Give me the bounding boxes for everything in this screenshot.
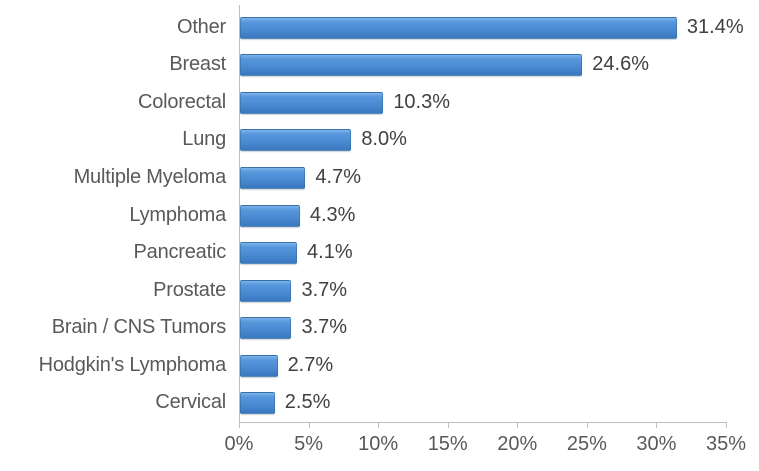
x-tick-label-2: 10% <box>358 433 399 455</box>
x-tick-label-0: 0% <box>224 433 254 455</box>
bar-other <box>240 16 677 39</box>
x-tick-mark-5 <box>586 422 588 428</box>
bar-pancreatic <box>240 242 298 265</box>
x-tick-label-6: 30% <box>636 433 677 455</box>
x-tick-mark-1 <box>308 422 310 428</box>
value-label-prostate: 3.7% <box>301 278 348 301</box>
chart-row-hodgkin-s-lymphoma: Hodgkin's Lymphoma 2.7% <box>0 347 759 385</box>
category-label-lymphoma: Lymphoma <box>129 203 226 226</box>
bar-multiple-myeloma <box>240 166 306 189</box>
x-tick-mark-3 <box>447 422 449 428</box>
category-label-colorectal: Colorectal <box>137 90 226 113</box>
x-tick-mark-4 <box>517 422 519 428</box>
y-axis-line <box>239 5 240 422</box>
bar-lung <box>240 129 352 152</box>
bar-prostate <box>240 279 292 302</box>
category-label-multiple-myeloma: Multiple Myeloma <box>73 165 227 188</box>
x-tick-label-7: 35% <box>705 433 747 455</box>
category-label-brain-cns-tumors: Brain / CNS Tumors <box>51 316 226 339</box>
x-tick-mark-2 <box>378 422 380 428</box>
chart-row-lymphoma: Lymphoma 4.3% <box>0 197 759 235</box>
chart-row-colorectal: Colorectal 10.3% <box>0 84 759 122</box>
value-label-brain-cns-tumors: 3.7% <box>301 316 348 339</box>
value-label-colorectal: 10.3% <box>393 90 451 113</box>
chart-row-prostate: Prostate 3.7% <box>0 272 759 310</box>
category-label-breast: Breast <box>169 53 226 76</box>
category-label-cervical: Cervical <box>155 391 226 414</box>
chart-row-other: Other 31.4% <box>0 9 759 47</box>
bar-brain-cns-tumors <box>240 317 292 340</box>
chart-row-lung: Lung 8.0% <box>0 122 759 160</box>
category-label-other: Other <box>176 15 226 38</box>
x-tick-label-4: 20% <box>497 433 538 455</box>
bar-breast <box>240 54 583 77</box>
value-label-other: 31.4% <box>686 15 744 38</box>
value-label-breast: 24.6% <box>592 53 649 76</box>
x-tick-label-5: 25% <box>566 433 607 455</box>
category-label-prostate: Prostate <box>153 278 226 301</box>
value-label-pancreatic: 4.1% <box>307 241 353 264</box>
value-label-lung: 8.0% <box>361 128 407 151</box>
x-tick-label-1: 5% <box>294 433 324 455</box>
chart-row-breast: Breast 24.6% <box>0 47 759 85</box>
x-tick-mark-6 <box>656 422 658 428</box>
chart-row-brain-cns-tumors: Brain / CNS Tumors 3.7% <box>0 309 759 347</box>
bar-colorectal <box>240 91 384 114</box>
bar-lymphoma <box>240 204 300 227</box>
x-tick-mark-0 <box>239 422 240 428</box>
category-label-pancreatic: Pancreatic <box>133 241 227 264</box>
x-axis-line <box>239 422 727 423</box>
category-label-hodgkin-s-lymphoma: Hodgkin's Lymphoma <box>38 353 227 376</box>
chart-row-cervical: Cervical 2.5% <box>0 385 759 423</box>
x-tick-label-3: 15% <box>427 433 468 455</box>
chart-row-multiple-myeloma: Multiple Myeloma 4.7% <box>0 159 759 197</box>
value-label-lymphoma: 4.3% <box>309 203 356 226</box>
bar-cervical <box>240 392 275 415</box>
bar-hodgkin-s-lymphoma <box>240 354 278 377</box>
chart-row-pancreatic: Pancreatic 4.1% <box>0 234 759 272</box>
category-label-lung: Lung <box>182 128 226 151</box>
value-label-hodgkin-s-lymphoma: 2.7% <box>287 353 334 376</box>
x-tick-mark-7 <box>726 422 727 428</box>
value-label-cervical: 2.5% <box>284 391 331 414</box>
value-label-multiple-myeloma: 4.7% <box>315 165 361 188</box>
